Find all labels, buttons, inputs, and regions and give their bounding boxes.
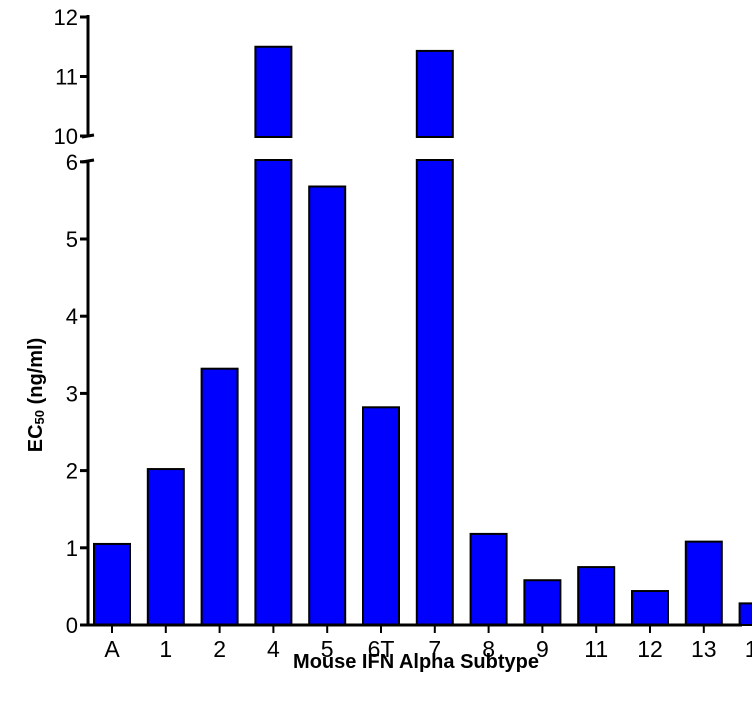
y-axis-title-subscript: 50 xyxy=(32,410,47,424)
bars-group xyxy=(93,45,752,627)
x-tick-label-2: 2 xyxy=(213,636,226,662)
x-tick-label-7: 7 xyxy=(428,636,441,662)
x-tick-label-8: 8 xyxy=(482,636,495,662)
bar-9 xyxy=(523,579,562,626)
bar-A xyxy=(93,542,131,626)
bar-7-lower xyxy=(415,159,454,626)
bar-13 xyxy=(684,540,723,627)
y-tick-label-4: 4 xyxy=(66,304,78,329)
bar-4-lower xyxy=(254,159,293,626)
bar-8 xyxy=(469,532,508,626)
x-tick-label-1: 1 xyxy=(159,636,172,662)
bar-12 xyxy=(631,590,669,626)
y-axis-title-suffix: (ng/ml) xyxy=(25,338,47,410)
x-tick-label-12: 12 xyxy=(637,636,663,662)
x-tick-label-13: 13 xyxy=(691,636,717,662)
bar-1 xyxy=(146,468,185,626)
y-tick-label-12: 12 xyxy=(54,5,78,30)
bar-4-upper xyxy=(254,45,293,138)
y-tick-label-2: 2 xyxy=(66,459,78,484)
y-tick-label-10: 10 xyxy=(54,124,78,149)
bar-6T xyxy=(362,406,400,626)
bar-5 xyxy=(308,185,347,626)
x-tick-label-A: A xyxy=(104,636,120,662)
x-axis-title: Mouse IFN Alpha Subtype xyxy=(293,651,539,673)
x-ticks-group: A12456T78911121314 xyxy=(104,625,752,662)
bar-2 xyxy=(200,367,239,626)
y-tick-label-3: 3 xyxy=(66,381,78,406)
x-tick-label-11: 11 xyxy=(584,636,608,662)
y-tick-label-11: 11 xyxy=(55,65,78,90)
bar-14 xyxy=(738,602,752,626)
x-tick-label-9: 9 xyxy=(536,636,549,662)
y-tick-label-6: 6 xyxy=(66,150,78,175)
bar-7-upper xyxy=(415,49,454,138)
bar-11 xyxy=(577,566,616,626)
y-axis-title: EC50 (ng/ml) xyxy=(25,338,47,452)
x-tick-label-4: 4 xyxy=(267,636,280,662)
y-tick-label-5: 5 xyxy=(66,227,78,252)
y-tick-label-1: 1 xyxy=(66,536,78,561)
y-tick-label-0: 0 xyxy=(66,613,78,638)
x-tick-label-14: 14 xyxy=(745,636,752,662)
x-tick-label-5: 5 xyxy=(321,636,334,662)
y-axis-title-prefix: EC xyxy=(25,424,47,452)
x-tick-label-6T: 6T xyxy=(368,636,395,662)
